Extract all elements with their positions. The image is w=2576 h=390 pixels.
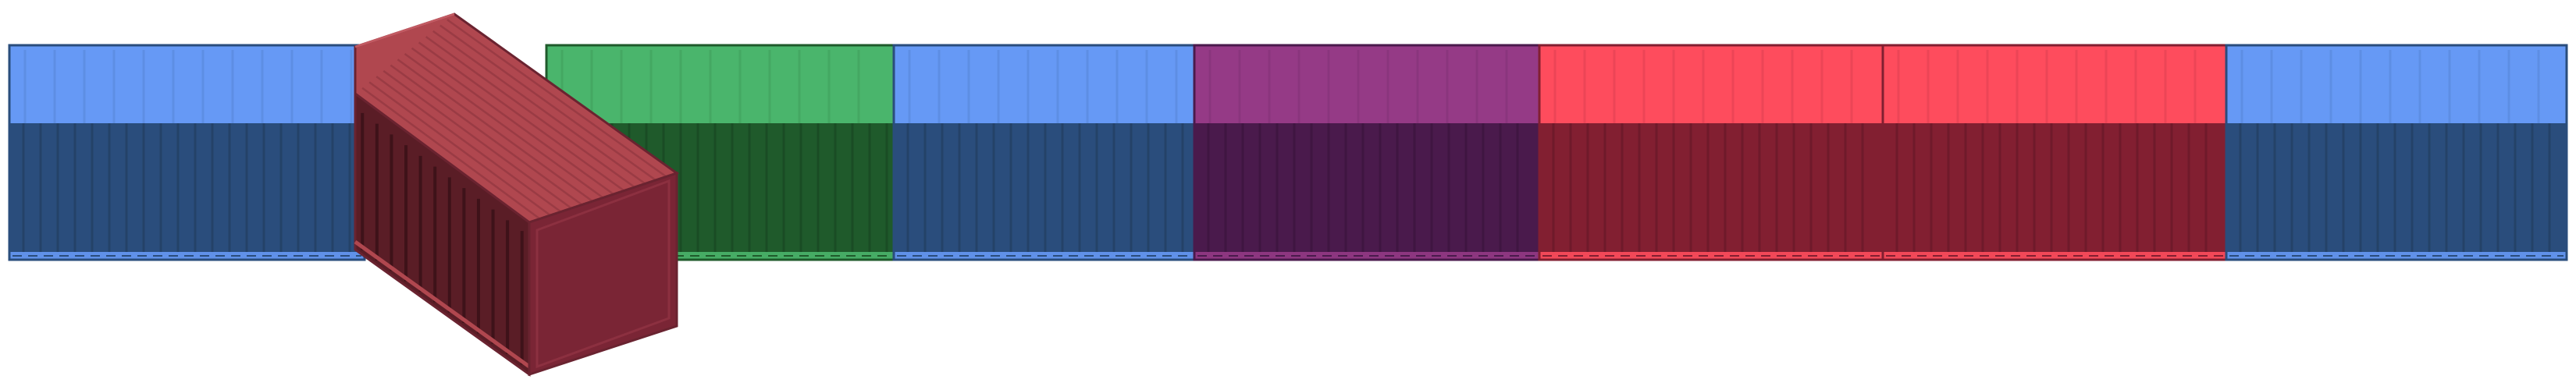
container-side-face xyxy=(9,123,365,260)
lifted-container-top-edge xyxy=(354,12,455,48)
lifted-container-top-rib xyxy=(418,41,625,192)
lifted-container-end-face xyxy=(528,171,678,377)
container-top-face xyxy=(1883,45,2226,123)
lifted-container-top-rib xyxy=(375,76,562,213)
container-bottom-rail xyxy=(1539,252,1883,260)
container-outline xyxy=(2225,44,2568,261)
container-side-face xyxy=(2226,123,2567,260)
lifted-container-top-rib xyxy=(404,52,604,199)
container-6[interactable] xyxy=(1881,44,2228,261)
lifted-container-top-rib xyxy=(390,64,583,206)
container-3[interactable] xyxy=(892,44,1222,261)
container-row xyxy=(8,44,2568,261)
container-side-face xyxy=(1539,123,1883,260)
lifted-container-top-rib xyxy=(425,36,635,189)
lifted-container-top-rib xyxy=(361,87,541,220)
container-top-face xyxy=(9,45,365,123)
container-7[interactable] xyxy=(2225,44,2568,261)
container-top-face xyxy=(2226,45,2567,123)
lifted-container-top-rib xyxy=(439,24,656,182)
container-bottom-rail xyxy=(1883,252,2226,260)
lifted-container-top-rib xyxy=(382,69,572,210)
container-4[interactable] xyxy=(1193,44,1541,261)
container-bottom-rail xyxy=(1194,252,1539,260)
container-top-face xyxy=(1539,45,1883,123)
lifted-container-door-frame xyxy=(535,179,671,369)
lifted-container-top-rib xyxy=(411,47,614,196)
container-side-face xyxy=(1194,123,1539,260)
lifted-container-top-rib xyxy=(447,19,667,178)
container-top-face xyxy=(1194,45,1539,123)
container-top-face xyxy=(894,45,1220,123)
lifted-container-top-rib xyxy=(432,30,646,185)
lifted-container-top-rib xyxy=(397,58,593,203)
lifted-container[interactable] xyxy=(354,12,680,377)
container-side-face xyxy=(1883,123,2226,260)
lifted-container-bottom-rail xyxy=(354,239,531,369)
lifted-container-top-rib xyxy=(368,81,551,217)
container-5[interactable] xyxy=(1538,44,1884,261)
container-1[interactable] xyxy=(8,44,366,261)
container-bottom-rail xyxy=(2226,252,2567,260)
container-top-face xyxy=(546,45,894,123)
container-bottom-rail xyxy=(546,252,894,260)
